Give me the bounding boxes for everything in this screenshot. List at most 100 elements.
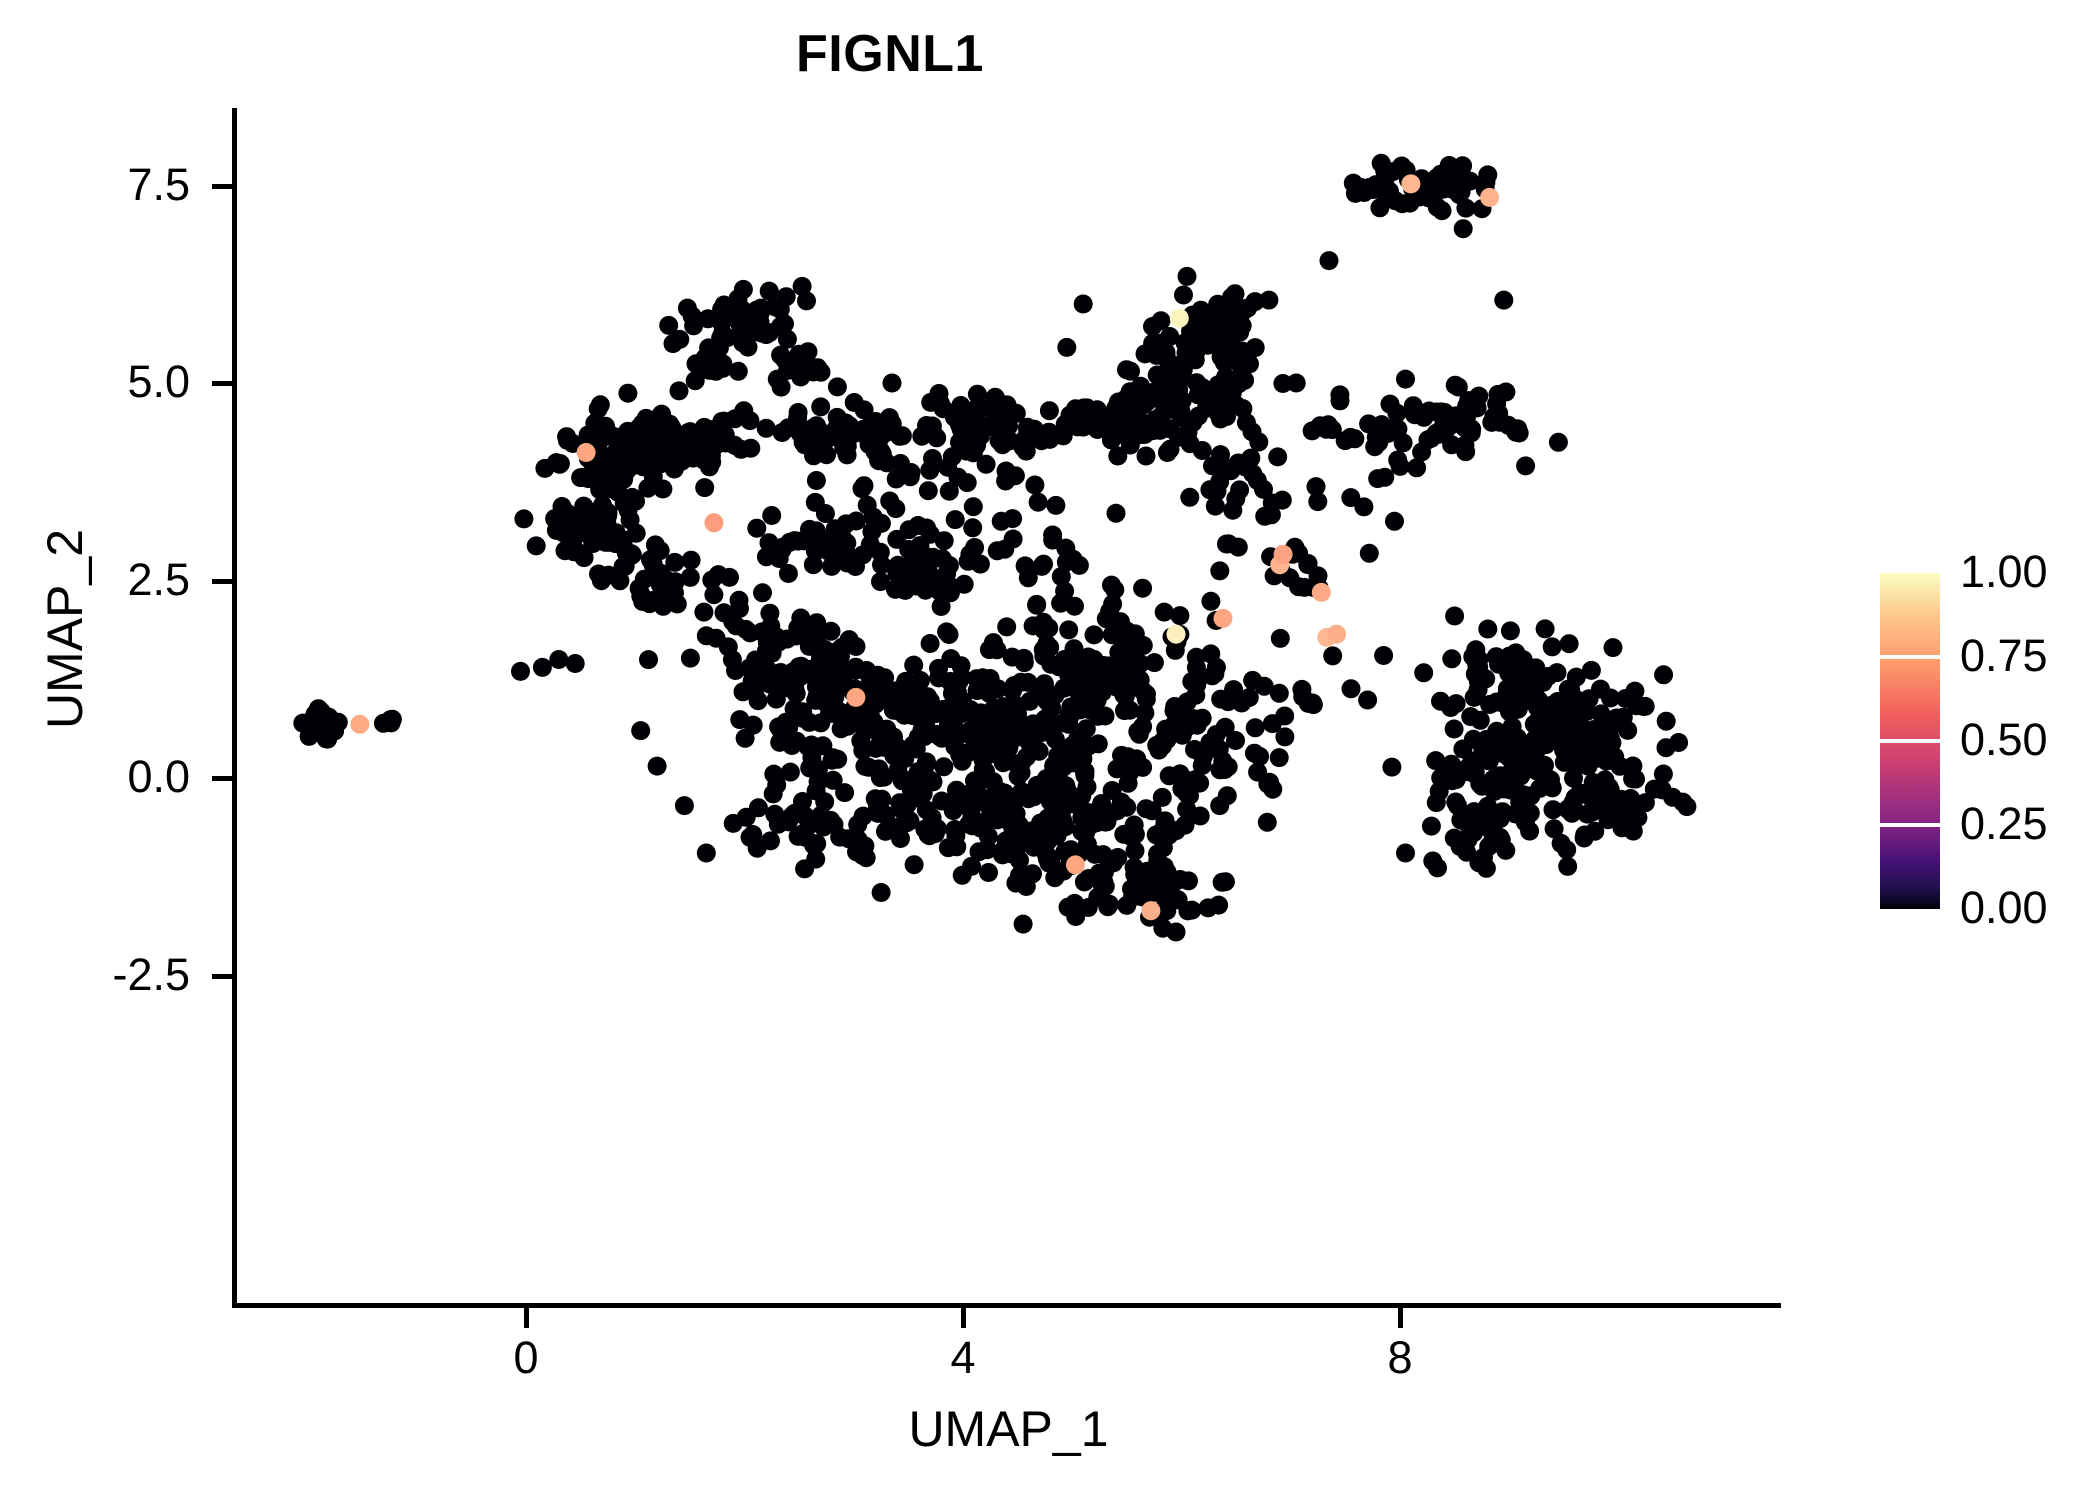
scatter-point — [1129, 724, 1149, 744]
scatter-point — [1046, 495, 1066, 515]
scatter-point — [1442, 435, 1462, 455]
scatter-point — [871, 513, 891, 533]
scatter-point — [1341, 488, 1361, 508]
scatter-point — [1233, 399, 1253, 419]
scatter-point — [793, 621, 813, 641]
scatter-point — [885, 579, 905, 599]
colorbar-tick-label: 0.50 — [1960, 714, 2048, 765]
scatter-point — [1109, 642, 1129, 662]
scatter-point — [1564, 768, 1583, 788]
scatter-point — [1048, 769, 1068, 789]
scatter-point — [1365, 437, 1385, 457]
scatter-point — [1628, 808, 1648, 827]
scatter-point — [957, 473, 977, 493]
scatter-point — [1453, 219, 1473, 239]
scatter-point — [1210, 561, 1230, 581]
scatter-point — [808, 358, 828, 378]
scatter-point — [1077, 834, 1097, 854]
scatter-point — [1385, 511, 1404, 531]
scatter-point — [866, 412, 886, 431]
scatter-point — [1268, 447, 1288, 467]
scatter-point — [546, 453, 566, 473]
scatter-point — [1215, 306, 1235, 326]
scatter-point — [729, 590, 749, 610]
scatter-point — [699, 338, 719, 358]
scatter-point — [626, 523, 646, 543]
scatter-point — [1245, 292, 1265, 312]
scatter-point — [1626, 769, 1645, 789]
scatter-point — [1542, 637, 1562, 657]
scatter-point — [776, 677, 796, 697]
scatter-point — [1405, 405, 1425, 425]
scatter-point — [1669, 733, 1689, 752]
scatter-point — [853, 845, 872, 865]
scatter-point — [1519, 684, 1539, 704]
scatter-point — [694, 602, 714, 622]
scatter-point — [752, 622, 772, 642]
scatter-point — [1051, 567, 1071, 586]
page-title: FIGNL1 — [796, 25, 984, 83]
scatter-point — [1603, 638, 1623, 658]
scatter-point — [720, 567, 739, 587]
scatter-point — [730, 710, 750, 730]
scatter-point — [1354, 497, 1374, 517]
scatter-point — [1181, 321, 1201, 341]
colorbar-tick-label: 0.25 — [1960, 798, 2048, 849]
scatter-point — [871, 883, 891, 902]
scatter-point — [811, 422, 831, 442]
y-tick-label: 5.0 — [127, 356, 190, 407]
scatter-point — [767, 369, 787, 389]
scatter-point — [1602, 733, 1622, 753]
x-tick-label: 8 — [1387, 1332, 1413, 1383]
x-axis-line — [236, 1303, 1781, 1308]
scatter-point — [945, 820, 965, 839]
scatter-point — [1043, 525, 1063, 545]
scatter-point — [1654, 665, 1674, 685]
scatter-point — [790, 667, 810, 686]
scatter-point — [900, 467, 920, 487]
scatter-point — [880, 491, 900, 511]
scatter-point — [674, 796, 694, 816]
scatter-point — [1577, 804, 1597, 824]
scatter-point — [1108, 446, 1128, 466]
scatter-point — [1453, 739, 1473, 759]
scatter-point — [1442, 649, 1462, 669]
scatter-point — [817, 667, 836, 687]
scatter-point — [965, 783, 985, 803]
colorbar-tick-mark — [1880, 655, 1940, 659]
scatter-point — [770, 299, 790, 319]
scatter-point — [775, 314, 794, 334]
scatter-point — [846, 511, 866, 531]
scatter-point — [1461, 707, 1481, 727]
scatter-point — [1180, 487, 1200, 507]
scatter-point — [960, 742, 980, 762]
scatter-point — [706, 628, 726, 648]
scatter-point — [639, 650, 658, 670]
scatter-point — [1034, 612, 1054, 632]
scatter-point — [600, 425, 620, 445]
scatter-point — [940, 672, 960, 691]
scatter-point — [638, 478, 658, 498]
scatter-point — [1173, 357, 1193, 377]
scatter-point — [1247, 471, 1267, 490]
scatter-point — [1579, 689, 1599, 709]
x-tick-label: 0 — [513, 1332, 539, 1383]
scatter-point — [1170, 606, 1190, 626]
scatter-point — [1133, 887, 1152, 907]
y-tick-mark — [212, 578, 232, 584]
scatter-point — [1192, 441, 1212, 460]
scatter-point — [937, 702, 956, 722]
scatter-point — [1323, 646, 1343, 666]
scatter-point — [1547, 663, 1567, 683]
scatter-point — [1275, 706, 1295, 726]
scatter-point — [1188, 385, 1208, 405]
scatter-point — [1106, 503, 1126, 523]
scatter-point — [1421, 428, 1441, 448]
scatter-point — [1581, 660, 1601, 680]
scatter-point — [1027, 779, 1047, 799]
scatter-point — [1289, 577, 1309, 597]
scatter-point — [921, 392, 941, 412]
scatter-point — [1426, 751, 1446, 771]
scatter-point — [1008, 830, 1028, 850]
scatter-point — [1217, 458, 1237, 478]
